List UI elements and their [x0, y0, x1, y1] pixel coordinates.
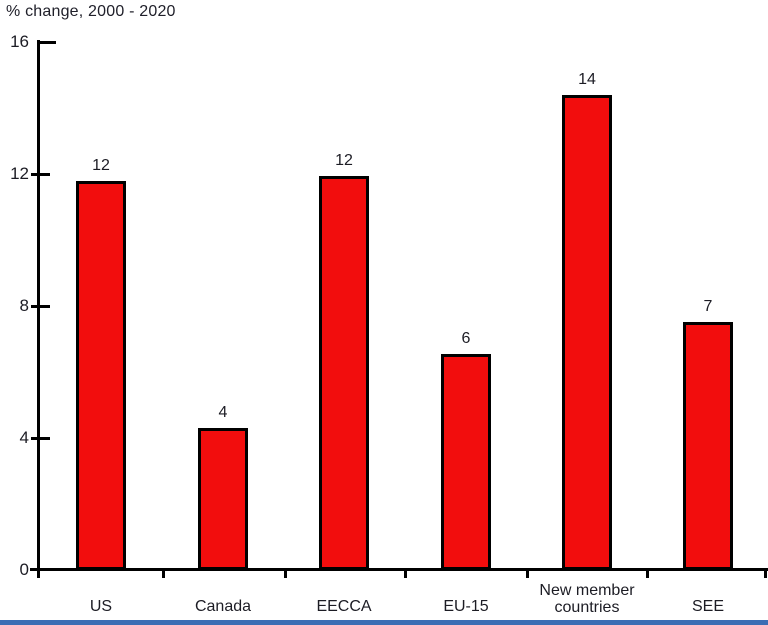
bar-value-label-eu-15: 6	[461, 330, 471, 347]
x-category-label-see: SEE	[643, 598, 768, 615]
y-tick-label-0: 0	[19, 560, 29, 579]
y-tick-label-16: 16	[10, 32, 29, 51]
bar-us	[76, 181, 126, 570]
x-category-label-line: Canada	[194, 598, 252, 615]
bar-value-label-see: 7	[703, 298, 713, 315]
bar-eu-15	[441, 354, 491, 570]
bar-value-label-canada: 4	[218, 404, 228, 421]
x-category-label-line: EU-15	[443, 598, 489, 615]
y-tick-label-12: 12	[10, 164, 29, 183]
x-category-label-us: US	[36, 598, 166, 615]
y-tick-8	[31, 305, 50, 308]
x-category-label-eu-15: EU-15	[401, 598, 531, 615]
bar-value-label-eecca: 12	[335, 152, 353, 169]
x-axis-line	[30, 568, 768, 571]
bar-new-member-countries	[562, 95, 612, 570]
x-category-label-line: US	[89, 598, 113, 615]
bar-value-label-us: 12	[92, 157, 110, 174]
x-category-label-canada: Canada	[158, 598, 288, 615]
x-tick-3	[526, 568, 529, 578]
x-category-label-line: SEE	[691, 598, 724, 615]
x-tick-2	[404, 568, 407, 578]
y-tick-label-4: 4	[19, 428, 29, 447]
y-tick-16	[37, 41, 56, 44]
bar-see	[683, 322, 733, 570]
bar-eecca	[319, 176, 369, 570]
x-category-label-line: EECCA	[316, 598, 372, 615]
x-tick-1	[284, 568, 287, 578]
x-tick-0	[162, 568, 165, 578]
bar-canada	[198, 428, 248, 570]
bar-value-label-new-member-countries: 14	[578, 71, 596, 88]
y-tick-12	[31, 173, 50, 176]
footer-accent-bar	[0, 620, 768, 625]
x-tick-5	[764, 568, 767, 578]
x-category-label-line: New member	[539, 582, 635, 599]
y-axis-line	[37, 40, 40, 578]
x-tick-4	[646, 568, 649, 578]
y-tick-4	[31, 437, 50, 440]
chart-title: % change, 2000 - 2020	[6, 3, 176, 20]
x-category-label-line: countries	[554, 599, 620, 616]
x-category-label-eecca: EECCA	[279, 598, 409, 615]
x-category-label-new-member-countries: New member countries	[522, 582, 652, 616]
y-tick-label-8: 8	[19, 296, 29, 315]
